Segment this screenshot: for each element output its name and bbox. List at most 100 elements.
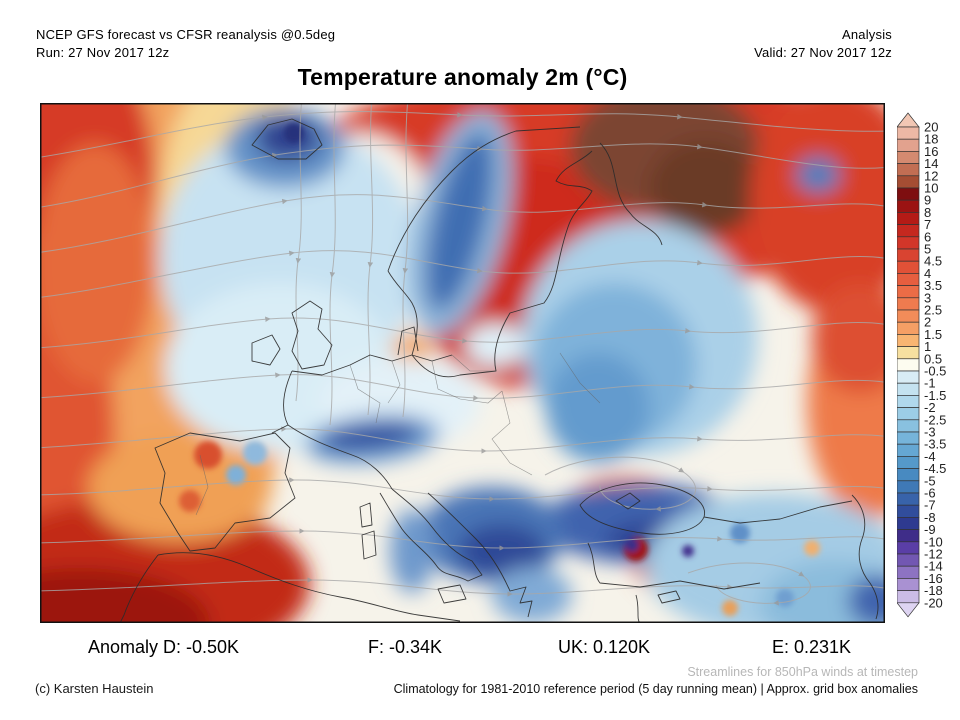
colorbar-band [896, 358, 920, 372]
colorbar-tick-label: 2.5 [924, 303, 942, 318]
colorbar-triangle-top [896, 112, 920, 128]
colorbar-band [896, 260, 920, 274]
colorbar-band [896, 431, 920, 445]
coastlines-layer [119, 118, 879, 623]
colorbar-tick-label: 9 [924, 193, 931, 208]
borders-layer [195, 352, 601, 516]
colorbar-band [896, 590, 920, 604]
colorbar: 20 18 16 14 12 10 9 8 7 6 5 4.5 4 3.5 3 2.5 2 1.5 1 0.5 -0.5… [896, 112, 959, 624]
colorbar-band [896, 187, 920, 201]
colorbar-tick-label: -12 [924, 547, 943, 562]
colorbar-tick-label: 0.5 [924, 351, 942, 366]
page-title: Temperature anomaly 2m (°C) [297, 64, 628, 90]
colorbar-tick-label: -4.5 [924, 461, 946, 476]
colorbar-tick-label: -9 [924, 522, 936, 537]
colorbar-tick-label: -3.5 [924, 437, 946, 452]
colorbar-band [896, 151, 920, 164]
colorbar-tick-label: 7 [924, 217, 931, 232]
mode-label: Analysis [841, 27, 892, 42]
colorbar-tick-label: -6 [924, 486, 936, 501]
colorbar-band [896, 504, 920, 518]
colorbar-tick-label: 18 [924, 132, 938, 147]
colorbar-band [896, 346, 920, 360]
colorbar-tick-label: 4 [924, 266, 931, 281]
colorbar-tick-label: -14 [924, 559, 943, 574]
header-left: NCEP GFS forecast vs CFSR reanalysis @0.… [36, 26, 335, 62]
credit-text: (c) Karsten Haustein [35, 681, 154, 696]
colorbar-tick-label: -10 [924, 534, 943, 549]
colorbar-band [896, 480, 920, 494]
colorbar-tick-label: -2.5 [924, 412, 946, 427]
colorbar-band [896, 212, 920, 225]
colorbar-tick-label: 10 [924, 181, 938, 196]
colorbar-band [896, 273, 920, 286]
colorbar-band [896, 578, 920, 591]
colorbar-band [896, 517, 920, 530]
colorbar-tick-label: 1 [924, 339, 931, 354]
anomaly-stat-germany: Anomaly D: -0.50K [88, 637, 240, 657]
colorbar-tick-label: 5 [924, 242, 931, 257]
colorbar-band [896, 456, 920, 469]
colorbar-tick-label: 1.5 [924, 327, 942, 342]
colorbar-band [896, 138, 920, 152]
colorbar-tick-label: -0.5 [924, 364, 946, 379]
colorbar-tick-label: -3 [924, 425, 936, 440]
valid-line: Valid: 27 Nov 2017 12z [754, 45, 892, 60]
colorbar-tick-label: -1.5 [924, 388, 946, 403]
colorbar-band [896, 553, 920, 567]
colorbar-band [896, 126, 920, 140]
run-line: Run: 27 Nov 2017 12z [36, 45, 170, 60]
anomaly-map-svg [40, 103, 885, 623]
climatology-note: Climatology for 1981-2010 reference peri… [393, 682, 918, 696]
header-right: Analysis Valid: 27 Nov 2017 12z [754, 26, 892, 62]
colorbar-band [896, 236, 920, 250]
colorbar-tick-label: -2 [924, 400, 936, 415]
colorbar-band [896, 395, 920, 408]
colorbar-tick-label: 8 [924, 205, 931, 220]
colorbar-band [896, 382, 920, 396]
colorbar-tick-label: 2 [924, 315, 931, 330]
colorbar-band [896, 468, 920, 482]
anomaly-stat-spain: E: 0.231K [772, 637, 852, 657]
colorbar-tick-label: -4 [924, 449, 936, 464]
colorbar-band [896, 321, 920, 335]
colorbar-tick-label: -16 [924, 571, 943, 586]
colorbar-tick-label: 3.5 [924, 278, 942, 293]
colorbar-svg: 201816141210987654.543.532.521.510.5-0.5… [896, 112, 946, 618]
model-line: NCEP GFS forecast vs CFSR reanalysis @0.… [36, 27, 336, 42]
colorbar-tick-label: 12 [924, 168, 938, 183]
anomaly-stat-uk: UK: 0.120K [558, 637, 651, 657]
colorbar-tick-label: -20 [924, 595, 943, 610]
colorbar-band [896, 334, 920, 347]
streamlines-layer [40, 103, 885, 606]
colorbar-tick-label: -5 [924, 473, 936, 488]
colorbar-band [896, 163, 920, 177]
colorbar-tick-label: -8 [924, 510, 936, 525]
anomaly-stats-row: Anomaly D: -0.50K F: -0.34K UK: 0.120K E… [0, 637, 960, 663]
colorbar-band [896, 285, 920, 299]
colorbar-band [896, 370, 920, 384]
colorbar-tick-label: 16 [924, 144, 938, 159]
colorbar-tick-label: 3 [924, 290, 931, 305]
colorbar-band [896, 175, 920, 189]
colorbar-tick-label: 14 [924, 156, 938, 171]
colorbar-band [896, 565, 920, 579]
colorbar-band [896, 297, 920, 311]
map-frame-border [40, 103, 885, 623]
colorbar-band [896, 541, 920, 555]
colorbar-tick-label: -7 [924, 498, 936, 513]
colorbar-tick-label: 6 [924, 229, 931, 244]
colorbar-tick-label: -1 [924, 376, 936, 391]
streamlines-note: Streamlines for 850hPa winds at timestep [687, 665, 918, 679]
colorbar-band [896, 492, 920, 506]
colorbar-band [896, 407, 920, 421]
anomaly-stat-france: F: -0.34K [368, 637, 443, 657]
anomaly-map [40, 103, 885, 623]
colorbar-band [896, 309, 920, 323]
colorbar-band [896, 529, 920, 543]
colorbar-band [896, 199, 920, 213]
colorbar-tick-label: 4.5 [924, 254, 942, 269]
colorbar-tick-label: -18 [924, 583, 943, 598]
colorbar-tick-label: 20 [924, 120, 938, 135]
